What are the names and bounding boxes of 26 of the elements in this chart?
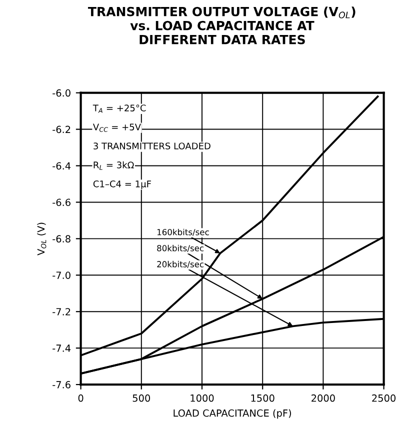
- y-tick-label: -7.2: [52, 308, 70, 316]
- y-axis-title: V$_{OL}$ (V): [37, 222, 46, 256]
- y-tick-label: -7.0: [52, 272, 70, 279]
- x-tick-label: 2500: [372, 394, 396, 402]
- chart-title: TRANSMITTER OUTPUT VOLTAGE (V$_{OL}$) vs. LOAD CAPACITANCE AT DIFFERENT DATA RATES: [88, 6, 356, 44]
- x-tick-label: 1000: [190, 394, 214, 402]
- annotation: 3 TRANSMITTERS LOADED: [94, 142, 210, 150]
- legend-label: 80kbits/sec: [157, 244, 204, 252]
- x-tick-label: 0: [78, 394, 84, 402]
- y-tick-label: -7.4: [52, 344, 71, 352]
- y-tick-label: -6.2: [52, 126, 70, 134]
- y-tick-label: -6.0: [52, 89, 70, 97]
- x-tick-label: 2000: [312, 394, 335, 402]
- annotation: V$_{CC}$ = +5V: [92, 124, 141, 132]
- text: 160kbits/sec: [157, 228, 209, 236]
- x-axis-title: LOAD CAPACITANCE (pF): [174, 409, 291, 419]
- x-tick-label: 1500: [251, 394, 274, 402]
- y-tick-label: -6.8: [52, 235, 70, 243]
- text: 20kbits/sec: [157, 260, 204, 268]
- annotation: T$_{A}$ = +25°C: [92, 104, 146, 113]
- y-tick-label: -7.6: [52, 381, 70, 388]
- y-tick-label: -6.4: [52, 162, 71, 170]
- x-tick-label: 500: [132, 394, 150, 402]
- annotation: C1–C4 = 1µF: [93, 180, 151, 190]
- annotation: R$_{L}$ = 3kΩ: [94, 161, 134, 170]
- y-tick-label: -6.6: [52, 198, 70, 206]
